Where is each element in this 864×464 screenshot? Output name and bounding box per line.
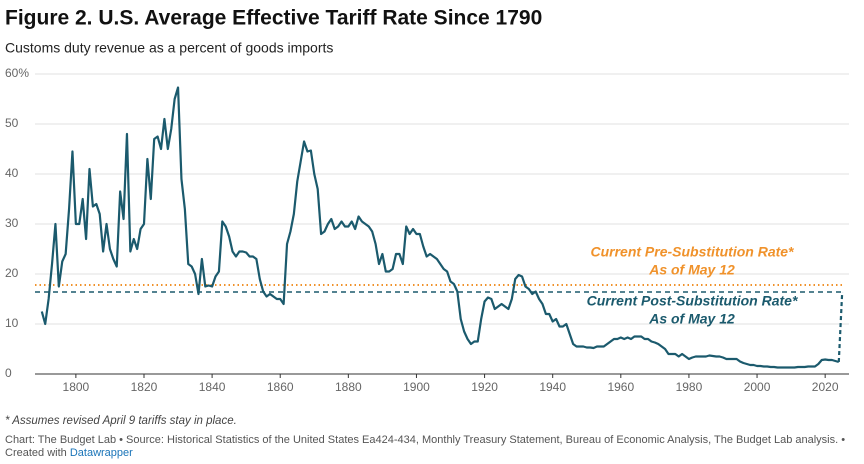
series-line <box>40 86 840 369</box>
footnote: * Assumes revised April 9 tariffs stay i… <box>5 415 237 427</box>
y-tick-label: 30 <box>5 216 19 230</box>
x-tick-label: 1820 <box>131 380 158 394</box>
credit-text: Created with <box>5 447 67 459</box>
x-tick-label: 2000 <box>744 380 771 394</box>
series-line <box>837 291 844 363</box>
reference-sublabel: As of May 12 <box>648 262 735 278</box>
credit-link[interactable]: Datawrapper <box>70 447 133 459</box>
x-tick-label: 1960 <box>607 380 634 394</box>
reference-label: Current Post-Substitution Rate* <box>587 293 798 309</box>
x-tick-label: 1940 <box>539 380 566 394</box>
y-tick-label: 40 <box>5 166 19 180</box>
x-tick-label: 1880 <box>335 380 362 394</box>
x-tick-label: 1980 <box>676 380 703 394</box>
x-tick-label: 1920 <box>471 380 498 394</box>
x-tick-label: 2020 <box>812 380 839 394</box>
y-tick-label: 10 <box>5 316 19 330</box>
x-tick-label: 1900 <box>403 380 430 394</box>
chart-subtitle: Customs duty revenue as a percent of goo… <box>5 40 333 56</box>
y-tick-label: 60% <box>5 66 29 80</box>
y-tick-label: 50 <box>5 116 19 130</box>
credit: Created with Datawrapper <box>5 447 133 459</box>
chart-title: Figure 2. U.S. Average Effective Tariff … <box>5 7 542 30</box>
x-tick-label: 1800 <box>63 380 90 394</box>
source: Chart: The Budget Lab • Source: Historic… <box>5 434 845 446</box>
x-tick-label: 1860 <box>267 380 294 394</box>
y-tick-label: 20 <box>5 266 19 280</box>
reference-sublabel: As of May 12 <box>648 311 735 327</box>
x-tick-label: 1840 <box>199 380 226 394</box>
y-tick-label: 0 <box>5 366 12 380</box>
reference-label: Current Pre-Substitution Rate* <box>590 244 794 260</box>
